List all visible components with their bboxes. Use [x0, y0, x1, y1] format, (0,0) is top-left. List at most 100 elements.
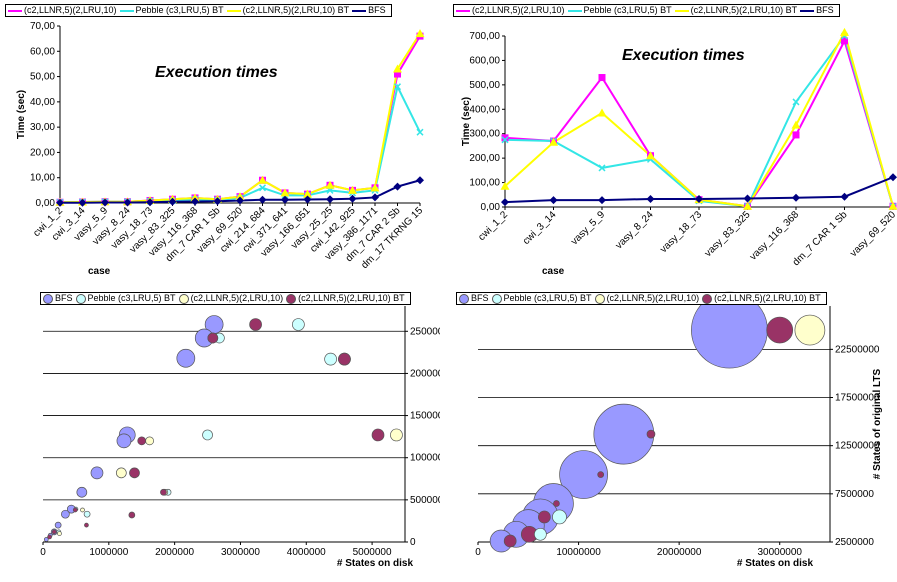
- series-line: [60, 34, 420, 203]
- legend-label: (c2,LLNR,5)(2,LRU,10) BT: [691, 5, 798, 16]
- y-tick-label: 500,00: [469, 80, 500, 91]
- point-marker: [792, 194, 800, 202]
- y-tick-label: 70,00: [30, 21, 55, 32]
- bubble: [534, 528, 546, 540]
- bubble: [84, 523, 88, 527]
- x-tick-label: vasy_8_24: [614, 209, 656, 251]
- chart-panel-1: (c2,LLNR,5)(2,LRU,10) Pebble (c3,LRU,5) …: [0, 0, 440, 285]
- chart-panel-2: (c2,LLNR,5)(2,LRU,10) Pebble (c3,LRU,5) …: [448, 0, 897, 285]
- bubble: [250, 319, 262, 331]
- y-tick-label: 50,00: [30, 72, 55, 83]
- y-tick-label: 1000000: [410, 453, 440, 464]
- legend-label: BFS: [471, 293, 489, 304]
- bubble: [55, 522, 61, 528]
- bubble: [647, 430, 655, 438]
- legend-label: Pebble (c3,LRU,5) BT: [584, 5, 672, 16]
- point-marker: [647, 195, 655, 203]
- point-marker: [599, 74, 606, 81]
- point-marker: [371, 193, 379, 201]
- x-tick-label: 30000000: [757, 547, 802, 558]
- y-axis-label: Time (sec): [461, 97, 472, 146]
- legend-item: Pebble (c3,LRU,5) BT: [568, 5, 672, 16]
- x-tick-label: vasy_116_368: [748, 209, 802, 263]
- bubble: [48, 535, 52, 539]
- legend-item: BFS: [43, 293, 73, 304]
- chart-title: Execution times: [155, 64, 278, 81]
- series-line: [60, 87, 420, 203]
- y-tick-label: 700,00: [469, 31, 500, 42]
- bubble: [594, 404, 654, 464]
- legend-label: (c2,LLNR,5)(2,LRU,10): [191, 293, 284, 304]
- legend-swatch-pebble: [492, 294, 502, 304]
- bubble: [372, 429, 384, 441]
- chart-1-legend: (c2,LLNR,5)(2,LRU,10) Pebble (c3,LRU,5) …: [5, 4, 392, 17]
- chart-4-legend: BFS Pebble (c3,LRU,5) BT (c2,LLNR,5)(2,L…: [456, 292, 827, 305]
- legend-item: (c2,LLNR,5)(2,LRU,10): [595, 293, 700, 304]
- legend-item: Pebble (c3,LRU,5) BT: [120, 5, 224, 16]
- bubble: [292, 319, 304, 331]
- legend-item: BFS: [352, 5, 386, 16]
- legend-item: (c2,LLNR,5)(2,LRU,10): [456, 5, 565, 16]
- bubble: [325, 353, 337, 365]
- point-marker: [501, 198, 509, 206]
- x-axis-label: # States on disk: [337, 558, 414, 569]
- y-tick-label: 40,00: [30, 97, 55, 108]
- legend-swatch-navy: [352, 10, 366, 12]
- bubble: [84, 511, 90, 517]
- y-axis-label: Time (sec): [16, 90, 27, 139]
- y-tick-label: 1500000: [410, 411, 440, 422]
- y-tick-label: 2500000: [410, 326, 440, 337]
- legend-swatch-llnr: [595, 294, 605, 304]
- chart-2-svg: 0,00100,00200,00300,00400,00500,00600,00…: [448, 0, 897, 285]
- point-marker: [840, 28, 849, 36]
- point-marker: [598, 108, 607, 116]
- legend-label: (c2,LLNR,5)(2,LRU,10): [607, 293, 700, 304]
- x-tick-label: vasy_83_325: [703, 209, 753, 259]
- x-tick-label: cwi_1_2: [476, 209, 510, 243]
- bubble: [160, 489, 166, 495]
- chart-3-svg: 0500000100000015000002000000250000001000…: [0, 288, 440, 577]
- y-tick-label: 7500000: [835, 489, 874, 500]
- y-tick-label: 500000: [410, 495, 440, 506]
- y-tick-label: 400,00: [469, 104, 500, 115]
- chart-3-legend: BFS Pebble (c3,LRU,5) BT (c2,LLNR,5)(2,L…: [40, 292, 411, 305]
- bubble: [57, 532, 61, 536]
- point-marker: [326, 195, 334, 203]
- legend-swatch-bfs: [43, 294, 53, 304]
- legend-swatch-cyan: [568, 10, 582, 12]
- legend-item: (c2,LLNR,5)(2,LRU,10): [8, 5, 117, 16]
- legend-label: (c2,LLNR,5)(2,LRU,10): [24, 5, 117, 16]
- y-tick-label: 0,00: [36, 198, 56, 209]
- legend-swatch-llnr-bt: [702, 294, 712, 304]
- legend-label: (c2,LLNR,5)(2,LRU,10) BT: [243, 5, 350, 16]
- y-tick-label: 30,00: [30, 122, 55, 133]
- legend-item: (c2,LLNR,5)(2,LRU,10) BT: [286, 293, 405, 304]
- point-marker: [793, 131, 800, 138]
- bubble: [538, 511, 550, 523]
- point-marker: [889, 173, 897, 181]
- y-tick-label: 600,00: [469, 55, 500, 66]
- bubble: [390, 429, 402, 441]
- chart-title: Execution times: [622, 47, 745, 64]
- x-tick-label: 2000000: [155, 547, 194, 558]
- bubble: [146, 437, 154, 445]
- chart-panel-3: BFS Pebble (c3,LRU,5) BT (c2,LLNR,5)(2,L…: [0, 288, 440, 577]
- x-tick-label: vasy_5_9: [569, 209, 607, 247]
- legend-swatch-bfs: [459, 294, 469, 304]
- x-tick-label: 1000000: [89, 547, 128, 558]
- bubble: [61, 510, 69, 518]
- legend-swatch-navy: [800, 10, 814, 12]
- y-tick-label: 300,00: [469, 129, 500, 140]
- legend-label: BFS: [816, 5, 834, 16]
- legend-item: BFS: [459, 293, 489, 304]
- legend-item: BFS: [800, 5, 834, 16]
- legend-swatch-cyan: [120, 10, 134, 12]
- legend-swatch-llnr-bt: [286, 294, 296, 304]
- x-tick-label: 3000000: [221, 547, 260, 558]
- bubble: [80, 508, 84, 512]
- legend-swatch-magenta: [8, 10, 22, 12]
- bubble: [203, 430, 213, 440]
- bubble: [117, 434, 131, 448]
- point-marker: [598, 196, 606, 204]
